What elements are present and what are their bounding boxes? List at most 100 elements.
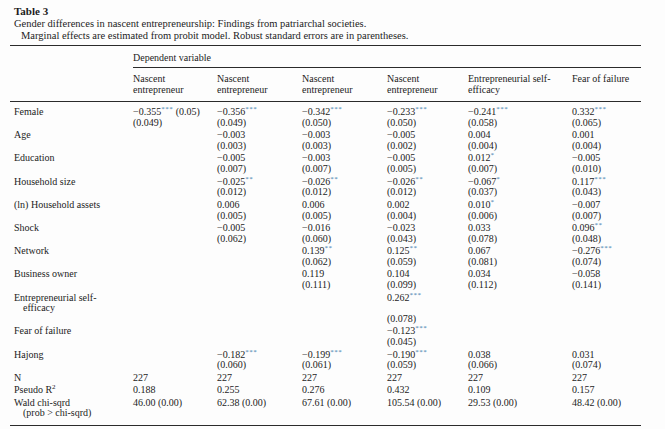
table-cell: 0.001(0.004) xyxy=(572,130,641,152)
table-cell: 0.004(0.004) xyxy=(468,130,572,152)
cell-line: 48.42 (0.00) xyxy=(572,398,638,409)
cell-value: −0.067 xyxy=(468,176,496,187)
table-cell: 0.157 xyxy=(572,385,641,396)
table-row: Entrepreneurial self-efficacy0.262*** (0… xyxy=(10,293,641,325)
cell-value: (0.049) xyxy=(133,117,162,128)
table-row: Hajong−0.182***(0.060)−0.199***(0.061)−0… xyxy=(10,350,641,372)
significance-stars: * xyxy=(491,151,495,159)
row-label: Entrepreneurial self-efficacy xyxy=(10,293,133,325)
cell-line: 62.38 (0.00) xyxy=(217,398,299,409)
table-cell: 105.54 (0.00) xyxy=(387,398,468,420)
table-row: Business owner0.119(0.111)0.104(0.099)0.… xyxy=(10,269,641,291)
row-label: Business owner xyxy=(10,269,133,291)
cell-line: (0.049) xyxy=(217,118,299,129)
table-body: Female−0.355*** (0.05)(0.049)−0.356***(0… xyxy=(10,102,641,425)
table-cell: 0.188 xyxy=(133,385,217,396)
table-cell: 29.53 (0.00) xyxy=(468,398,572,420)
cell-value: 227 xyxy=(133,372,148,383)
cell-line: (0.005) xyxy=(217,211,299,222)
table-row: N227227227227227227 xyxy=(10,373,641,384)
table-cell: −0.355*** (0.05)(0.049) xyxy=(133,107,217,129)
significance-stars: *** xyxy=(595,105,607,113)
table-cell: 0.125**(0.059) xyxy=(387,246,468,268)
table-cell: 0.067(0.081) xyxy=(468,246,572,268)
cell-line: (0.005) xyxy=(387,164,465,175)
cell-line: 0.157 xyxy=(572,385,638,396)
cell-value: −0.276 xyxy=(572,245,600,256)
cell-value: (0.141) xyxy=(572,279,601,290)
cell-value: −0.233 xyxy=(387,106,415,117)
table-caption-block: Table 3 Gender differences in nascent en… xyxy=(0,0,665,42)
table-cell xyxy=(468,326,572,348)
cell-value: (0.004) xyxy=(387,210,416,221)
table-cell xyxy=(133,326,217,348)
cell-value: 0.157 xyxy=(572,384,595,395)
cell-value: −0.005 xyxy=(217,222,245,233)
cell-value: 0.188 xyxy=(133,384,156,395)
table-cell: −0.005(0.062) xyxy=(217,223,302,245)
table-cell xyxy=(572,293,641,325)
table-cell: 0.332***(0.065) xyxy=(572,107,641,129)
cell-line: 227 xyxy=(468,373,569,384)
cell-line: (0.061) xyxy=(302,360,384,371)
cell-value: (0.012) xyxy=(387,186,416,197)
cell-value: (0.074) xyxy=(572,256,601,267)
table-cell xyxy=(217,293,302,325)
cell-value: 46.00 (0.00) xyxy=(133,397,182,408)
row-label-line2: (prob > chi-sqrd) xyxy=(14,408,129,419)
table-row: Household size−0.025**(0.012)−0.026**(0.… xyxy=(10,177,641,199)
table-cell: −0.005(0.010) xyxy=(572,153,641,175)
cell-value: (0.007) xyxy=(217,163,246,174)
cell-value: 0.038 xyxy=(468,349,491,360)
cell-value: (0.005) xyxy=(302,210,331,221)
cell-line: (0.060) xyxy=(217,360,299,371)
row-label-text: (ln) Household assets xyxy=(14,199,100,210)
significance-stars: ** xyxy=(245,174,253,182)
cell-line: (0.003) xyxy=(217,141,299,152)
table-cell: 46.00 (0.00) xyxy=(133,398,217,420)
table-cell: 48.42 (0.00) xyxy=(572,398,641,420)
cell-line: (0.059) xyxy=(387,360,465,371)
cell-value: 67.61 (0.00) xyxy=(302,397,351,408)
table-cell: 227 xyxy=(387,373,468,384)
table-cell: 0.002(0.004) xyxy=(387,200,468,222)
cell-line: 227 xyxy=(217,373,299,384)
cell-value: (0.037) xyxy=(468,186,497,197)
cell-value: −0.003 xyxy=(217,129,245,140)
table-cell: 0.012*(0.007) xyxy=(468,153,572,175)
cell-value: −0.058 xyxy=(572,268,600,279)
row-label: (ln) Household assets xyxy=(10,200,133,222)
table-cell: −0.005(0.005) xyxy=(387,153,468,175)
table-caption: Gender differences in nascent entreprene… xyxy=(14,18,651,30)
cell-value: (0.066) xyxy=(468,359,497,370)
cell-value: 29.53 (0.00) xyxy=(468,397,517,408)
row-label: Pseudo R2 xyxy=(10,385,133,396)
cell-line: (0.002) xyxy=(387,141,465,152)
table-cell: 0.006(0.005) xyxy=(302,200,387,222)
cell-line: (0.060) xyxy=(302,234,384,245)
cell-value: (0.050) xyxy=(302,117,331,128)
table-subcaption: Marginal effects are estimated from prob… xyxy=(14,30,651,42)
row-label-header xyxy=(10,68,133,101)
row-label-text: Age xyxy=(14,129,31,140)
column-header-row: NascententrepreneurNascententrepreneurNa… xyxy=(10,68,641,102)
column-header: Nascententrepreneur xyxy=(302,68,387,101)
table-cell: 0.031(0.074) xyxy=(572,350,641,372)
cell-line: 0.432 xyxy=(387,385,465,396)
cell-value: 0.432 xyxy=(387,384,410,395)
significance-stars: *** xyxy=(496,105,508,113)
table-cell: −0.023(0.043) xyxy=(387,223,468,245)
cell-line: (0.003) xyxy=(302,141,384,152)
significance-stars: *** xyxy=(415,105,427,113)
row-label: Hajong xyxy=(10,350,133,372)
cell-value: −0.005 xyxy=(217,152,245,163)
cell-line: (0.141) xyxy=(572,280,638,291)
cell-value: −0.023 xyxy=(387,222,415,233)
significance-stars: ** xyxy=(595,221,603,229)
cell-line: (0.007) xyxy=(302,164,384,175)
significance-stars: * xyxy=(491,197,495,205)
column-header-line: entrepreneur xyxy=(387,84,464,95)
table-cell: 227 xyxy=(217,373,302,384)
cell-value: (0.074) xyxy=(572,359,601,370)
row-label: Age xyxy=(10,130,133,152)
